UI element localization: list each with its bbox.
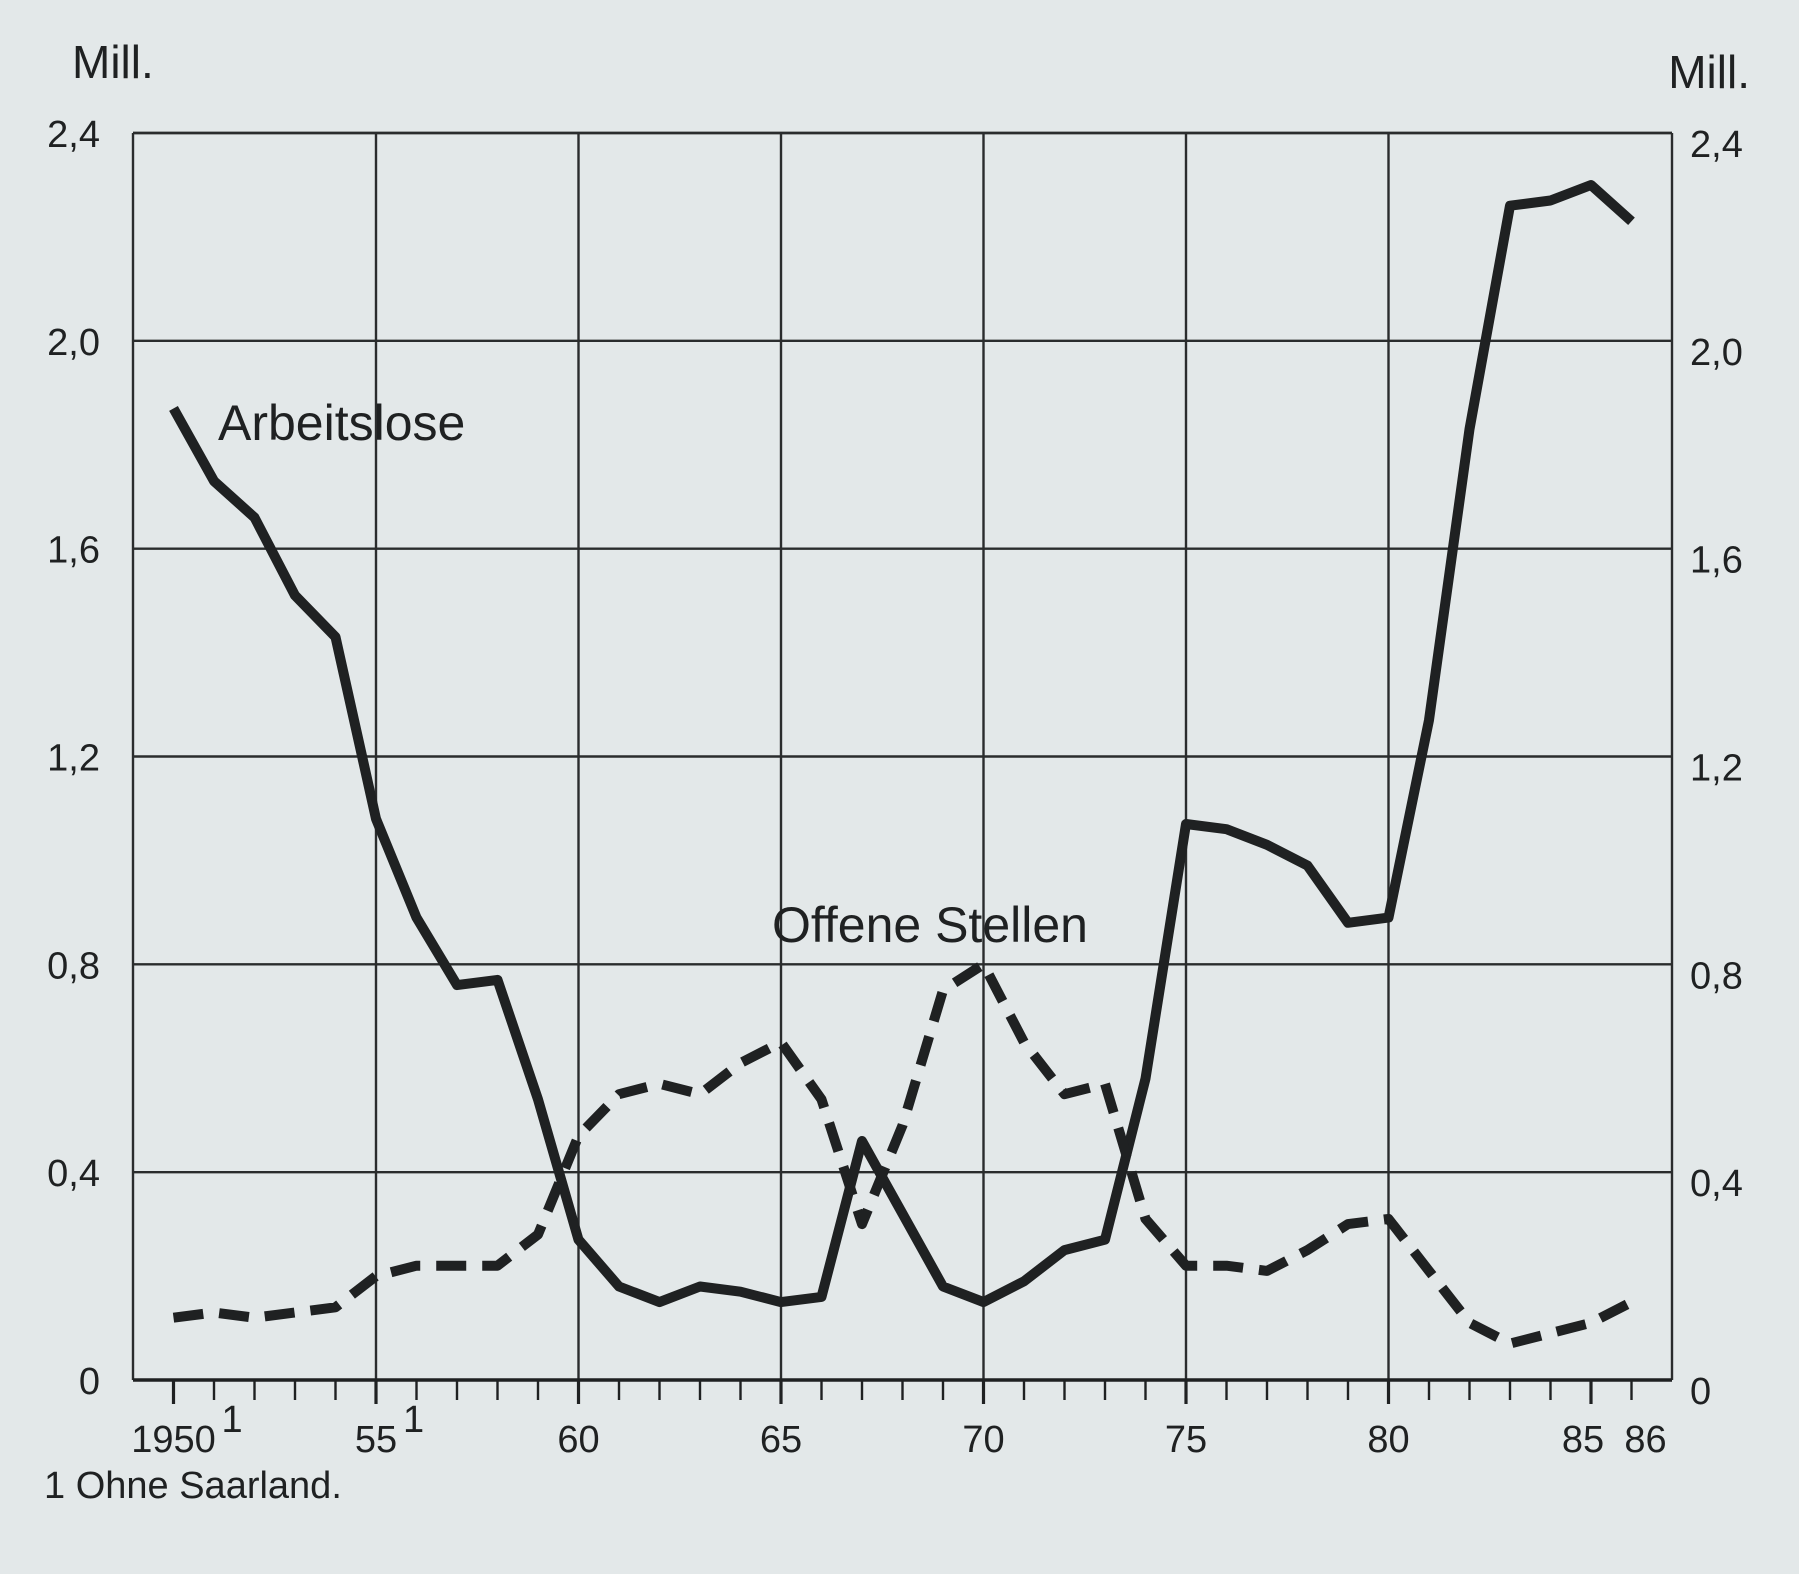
labels: Mill. Mill. Arbeitslose Offene Stellen 1… [44,36,1750,1507]
y-tick-label-left: 0,8 [47,945,100,987]
y-tick-label-right: 2,0 [1690,332,1743,374]
x-tick-footnote-marker: 1 [403,1399,424,1441]
y-tick-label-left: 0 [79,1361,100,1403]
x-tick-label: 86 [1624,1419,1666,1461]
x-tick-label: 65 [760,1419,802,1461]
y-tick-label-right: 1,6 [1690,540,1743,582]
series-label-offene-stellen: Offene Stellen [772,897,1088,953]
x-tick-label: 75 [1165,1419,1207,1461]
series-line-arbeitslose [169,180,1635,1308]
x-tick-label: 55 [355,1419,397,1461]
y-tick-label-left: 1,6 [47,530,100,572]
series-label-arbeitslose: Arbeitslose [218,395,465,451]
y-tick-label-right: 1,2 [1690,748,1743,790]
axes [133,1378,1672,1404]
y-tick-label-right: 0 [1690,1371,1711,1413]
y-axis-unit-left: Mill. [72,36,154,88]
y-axis-unit-right: Mill. [1668,46,1750,98]
series-line-offene-stellen [172,959,1634,1349]
y-tick-label-right: 0,4 [1690,1163,1743,1205]
y-tick-label-left: 0,4 [47,1153,100,1195]
x-tick-footnote-marker: 1 [222,1399,243,1441]
y-tick-label-left: 2,0 [47,322,100,364]
y-tick-label-right: 0,8 [1690,955,1743,997]
series-lines [169,180,1635,1349]
x-tick-label: 85 [1562,1419,1604,1461]
x-tick-label: 60 [557,1419,599,1461]
y-tick-label-left: 1,2 [47,738,100,780]
gridlines [131,131,1674,1380]
x-tick-label: 1950 [131,1419,216,1461]
y-tick-label-right: 2,4 [1690,124,1743,166]
y-tick-label-left: 2,4 [47,114,100,156]
x-tick-label: 70 [962,1419,1004,1461]
x-tick-label: 80 [1367,1419,1409,1461]
footnote: 1 Ohne Saarland. [44,1465,342,1507]
